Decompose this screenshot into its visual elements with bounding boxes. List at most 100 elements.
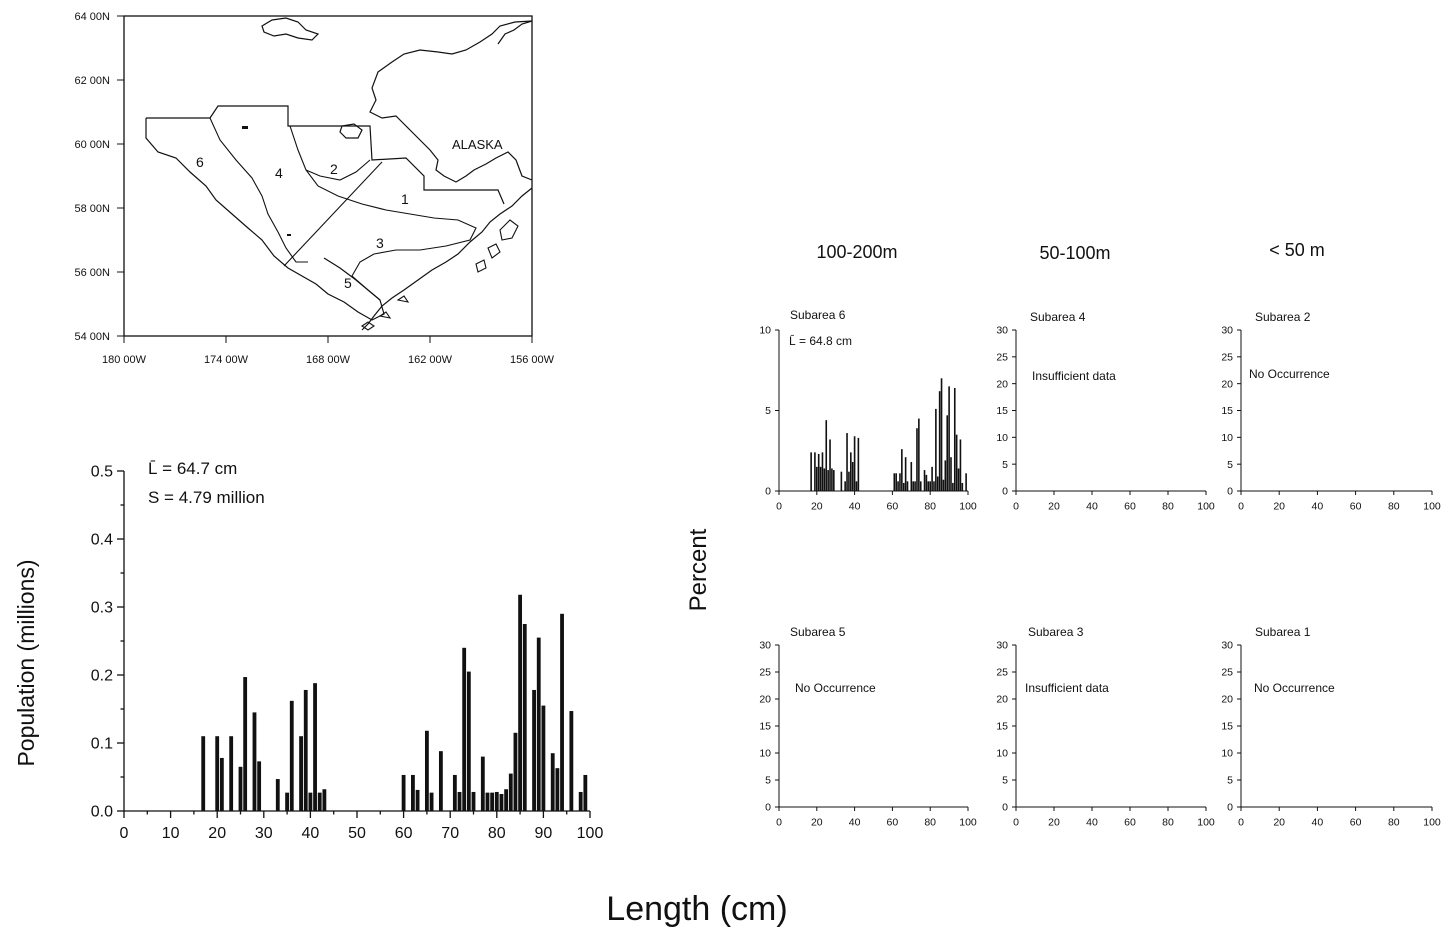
map-lon-labels: 180 00W 174 00W 168 00W 162 00W 156 00W	[102, 336, 555, 366]
map-lat-label: 56 00N	[75, 267, 111, 279]
subarea-number-6: 6	[196, 154, 204, 170]
main-y-tick-label: 0.3	[91, 600, 113, 617]
subarea-number-1: 1	[401, 191, 409, 207]
panel-note-sub2: No Occurrence	[1249, 367, 1330, 381]
panel-sub2-y-tick-label: 10	[1221, 432, 1233, 444]
panel-sub5-chart: 0 5 10 15 20 25 30 0 20 40 60 80 100	[759, 640, 977, 829]
panel-sub4-x-tick-label: 100	[1197, 501, 1215, 513]
panel-sub4-x-tick-label: 20	[1048, 501, 1060, 513]
panel-sub1-x-tick-label: 100	[1423, 817, 1441, 829]
panel-sub6-bar	[829, 439, 831, 491]
main-bar	[541, 705, 546, 811]
panel-sub2-x-tick-label: 20	[1273, 501, 1285, 513]
main-bar	[299, 736, 303, 811]
main-bar	[429, 792, 434, 811]
depth-header-lt-50: < 50 m	[1269, 240, 1325, 260]
panel-sub6-bar	[906, 481, 909, 491]
panel-sub2-y-tick-label: 20	[1221, 378, 1233, 390]
panel-sub3-y-tick-label: 0	[1002, 802, 1008, 814]
panel-sub6-bar	[895, 473, 897, 491]
main-bar	[275, 779, 280, 811]
panel-sub6-bar	[961, 482, 964, 491]
panel-sub6-bar	[929, 481, 932, 491]
alaska-coastline	[361, 20, 533, 331]
panel-sub6-bar	[940, 378, 943, 491]
subarea-number-3: 3	[376, 235, 384, 251]
panel-sub2-x-tick-label: 60	[1350, 501, 1362, 513]
subarea-map: 64 00N 62 00N 60 00N 58 00N 56 00N 54 00N 180…	[75, 11, 555, 366]
panel-sub4-y-tick-label: 0	[1002, 486, 1008, 498]
panel-sub1-x-tick-label: 20	[1273, 817, 1285, 829]
subarea-panels: Subarea 6 L̄ = 64.8 cm Subarea 4 Insuffi…	[789, 308, 1335, 695]
panel-sub3-x-tick-label: 0	[1013, 817, 1019, 829]
map-lon-label: 168 00W	[306, 354, 351, 366]
nunivak-island	[339, 123, 363, 139]
subarea-divider	[283, 161, 383, 267]
panel-sub3-y-tick-label: 15	[996, 721, 1008, 733]
panel-sub1-y-tick-label: 15	[1221, 721, 1233, 733]
panel-sub6-bar	[904, 457, 907, 491]
panel-note-sub4: Insufficient data	[1032, 369, 1116, 383]
main-y-axis-label: Population (millions)	[13, 559, 39, 766]
panel-sub6-bar	[953, 387, 956, 491]
map-lon-label: 162 00W	[408, 354, 453, 366]
main-bar	[438, 751, 443, 811]
panel-sub4-x-tick-label: 40	[1086, 501, 1098, 513]
panel-sub6-bar	[944, 460, 947, 491]
main-bar	[243, 677, 248, 811]
panel-sub6-bar	[819, 466, 822, 491]
panel-sub6-bar	[946, 415, 949, 491]
depth-header-50-100: 50-100m	[1039, 243, 1110, 263]
main-x-tick-label: 0	[120, 825, 129, 842]
panel-sub6-bar	[916, 428, 918, 491]
main-s-label: S = 4.79 million	[148, 488, 265, 507]
main-bar	[285, 792, 290, 811]
panel-sub6-bar	[938, 391, 941, 491]
panel-sub6-x-tick-label: 100	[959, 501, 977, 513]
panel-sub6-bar	[846, 433, 848, 491]
panel-sub4-y-tick-label: 20	[996, 378, 1008, 390]
panel-sub5-y-tick-label: 5	[765, 775, 771, 787]
main-bar	[490, 792, 495, 811]
panel-sub5-y-tick-label: 10	[759, 748, 771, 760]
panel-title-sub2: Subarea 2	[1255, 310, 1311, 324]
panel-sub6-bar	[850, 452, 852, 491]
main-bar	[462, 647, 467, 811]
panel-sub6-x-tick-label: 0	[776, 501, 782, 513]
panel-sub6-bar	[827, 470, 829, 491]
main-bar	[471, 791, 476, 811]
main-bar	[499, 794, 504, 811]
panel-sub4-x-tick-label: 80	[1162, 501, 1174, 513]
panel-sub1-x-tick-label: 40	[1312, 817, 1324, 829]
pribilof-island	[242, 126, 248, 129]
panel-sub6-bar	[948, 386, 950, 491]
panel-sub4-y-tick-label: 30	[996, 325, 1008, 337]
panel-sub6-bar	[918, 418, 920, 491]
main-x-tick-label: 70	[441, 825, 459, 842]
panel-sub6-bar	[893, 473, 896, 491]
subarea-number-5: 5	[344, 275, 352, 291]
panel-sub6-bar	[901, 449, 903, 491]
panel-note-sub5: No Occurrence	[795, 681, 876, 695]
panel-sub2-y-tick-label: 15	[1221, 405, 1233, 417]
map-lon-label: 174 00W	[204, 354, 249, 366]
panel-sub3-x-tick-label: 100	[1197, 817, 1215, 829]
panel-sub2-y-tick-label: 5	[1227, 459, 1233, 471]
main-bar	[219, 757, 224, 811]
panel-sub6-x-tick-label: 60	[887, 501, 899, 513]
main-bar	[424, 730, 429, 811]
main-x-tick-label: 40	[302, 825, 320, 842]
panel-sub6-bar	[902, 482, 905, 491]
panel-sub2-chart: 0 5 10 15 20 25 30 0 20 40 60 80 100	[1221, 325, 1441, 513]
panel-sub5-y-tick-label: 30	[759, 640, 771, 652]
panel-sub4-y-tick-label: 10	[996, 432, 1008, 444]
kodiak-islands	[475, 219, 519, 273]
panel-sub3-x-tick-label: 60	[1124, 817, 1136, 829]
panel-sub6-bar	[857, 437, 860, 491]
panel-sub2-x-tick-label: 100	[1423, 501, 1441, 513]
subarea-number-4: 4	[275, 165, 283, 181]
main-bar	[452, 774, 457, 811]
panel-sub6-bar	[844, 481, 846, 491]
panel-sub3-y-tick-label: 30	[996, 640, 1008, 652]
aleutian-islets	[361, 295, 410, 331]
